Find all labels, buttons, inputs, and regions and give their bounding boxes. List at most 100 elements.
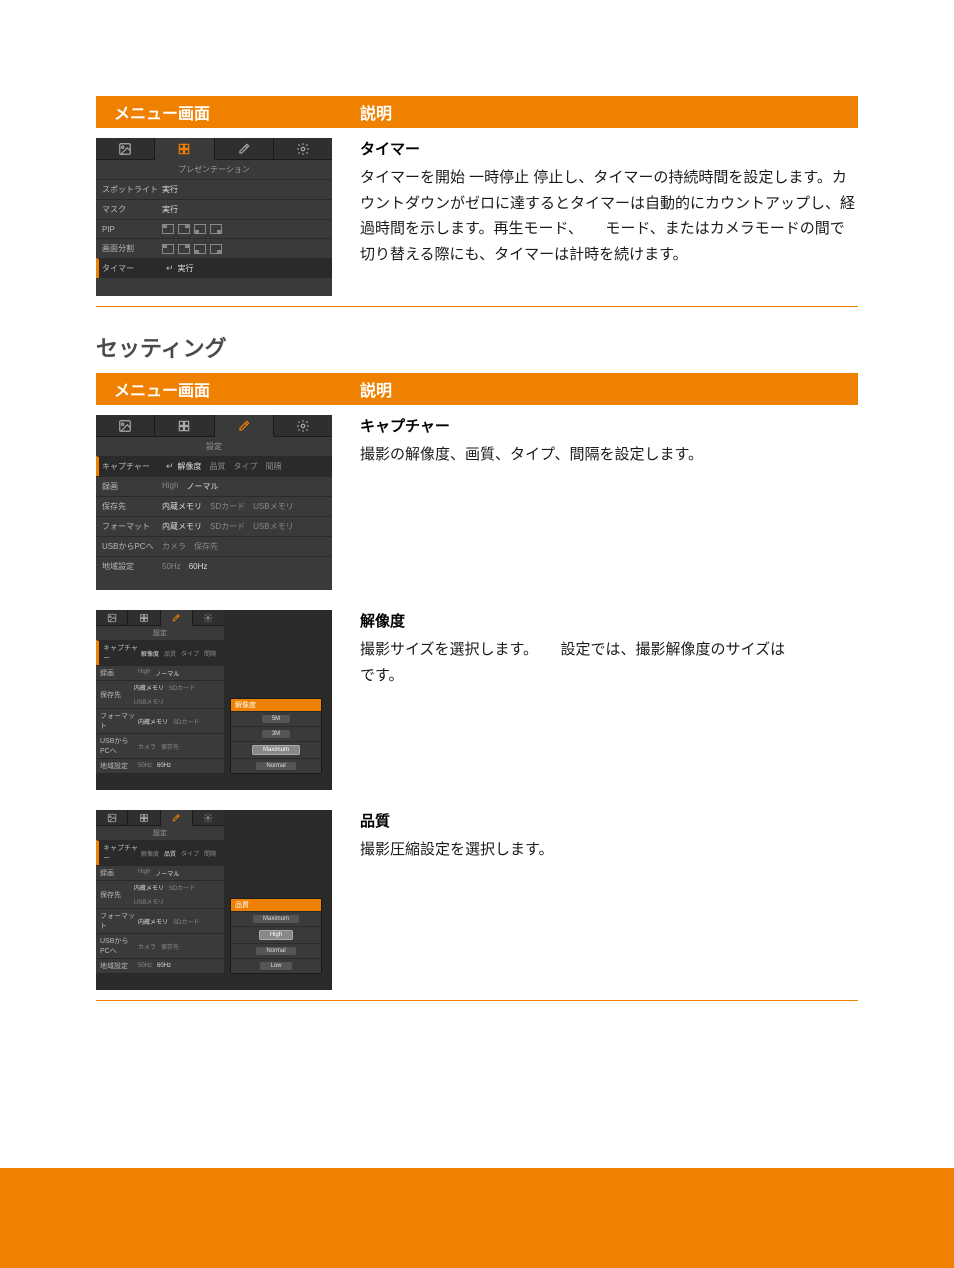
menu-row[interactable]: キャプチャー解像度品質タイプ間隔 — [96, 640, 224, 665]
opt: 品質 — [164, 849, 176, 858]
desc-title-capture: キャプチャー — [360, 415, 858, 436]
popup-item[interactable]: High — [231, 926, 321, 943]
opt: 内蔵メモリ — [162, 501, 202, 512]
tab-3[interactable] — [193, 610, 224, 626]
section-heading-settings: セッティング — [96, 331, 858, 363]
tab-2[interactable] — [215, 415, 274, 437]
popup-item[interactable]: Normal — [231, 943, 321, 958]
menu-row[interactable]: 画面分割 — [96, 238, 332, 258]
menu-row[interactable]: 保存先内蔵メモリSDカードUSBメモリ — [96, 680, 224, 708]
menu-row[interactable]: 地域設定50Hz60Hz — [96, 556, 332, 576]
tab-0[interactable] — [96, 415, 155, 437]
menu-row[interactable]: スポットライト実行 — [96, 179, 332, 199]
tab-0[interactable] — [96, 810, 128, 826]
tab-3[interactable] — [274, 415, 332, 437]
thumb-timer: プレゼンテーションスポットライト実行マスク実行PIP画面分割タイマー↵実行 — [96, 138, 332, 296]
menu-row[interactable]: USBからPCへカメラ保存先 — [96, 536, 332, 556]
menu-row-opts: 実行 — [178, 263, 194, 274]
menu-row-label: キャプチャー — [103, 843, 141, 863]
menu-row[interactable]: USBからPCへカメラ保存先 — [96, 733, 224, 758]
tab-header-label: プレゼンテーション — [96, 160, 332, 179]
row-timer: プレゼンテーションスポットライト実行マスク実行PIP画面分割タイマー↵実行 タイ… — [96, 128, 858, 307]
tab-3[interactable] — [274, 138, 332, 160]
pip-box — [162, 244, 174, 254]
thumb-capture: 設定キャプチャー↵解像度品質タイプ間隔録画Highノーマル保存先 内蔵メモリ SDカ… — [96, 415, 332, 590]
opt: カメラ — [162, 541, 186, 552]
menu-row[interactable]: キャプチャー解像度品質タイプ間隔 — [96, 840, 224, 865]
menu-row[interactable]: フォーマット内蔵メモリSDカード — [96, 708, 224, 733]
opt: 解像度 — [141, 649, 159, 658]
popup-item[interactable]: 3M — [231, 726, 321, 741]
tab-2[interactable] — [215, 138, 274, 160]
tab-header-label: 設定 — [96, 437, 332, 456]
opt: タイプ — [181, 849, 199, 858]
enter-icon: ↵ — [166, 461, 174, 472]
menu-row[interactable]: 保存先内蔵メモリSDカードUSBメモリ — [96, 880, 224, 908]
col-header-menu-2: メニュー画面 — [96, 377, 358, 401]
menu-row-opts: 内蔵メモリSDカードUSBメモリ — [134, 683, 220, 706]
menu-row-opts: Highノーマル — [162, 481, 218, 492]
opt: 60Hz — [157, 963, 171, 969]
menu-row[interactable]: フォーマット内蔵メモリSDカード — [96, 908, 224, 933]
menu-row[interactable]: 地域設定50Hz60Hz — [96, 758, 224, 773]
opt: USBメモリ — [253, 521, 293, 532]
tab-3[interactable] — [193, 810, 224, 826]
popup-header: 品質 — [231, 899, 321, 911]
menu-row[interactable]: 録画Highノーマル — [96, 476, 332, 496]
menu-row[interactable]: マスク実行 — [96, 199, 332, 219]
row-resolution: 設定キャプチャー解像度品質タイプ間隔録画Highノーマル保存先内蔵メモリSDカー… — [96, 600, 858, 800]
menu-row[interactable]: 地域設定50Hz60Hz — [96, 958, 224, 973]
opt: カメラ — [138, 742, 156, 751]
popup-item[interactable]: Normal — [231, 758, 321, 773]
desc-body-resolution: 撮影サイズを選択します。 設定では、撮影解像度のサイズは です。 — [360, 637, 858, 688]
opt: 間隔 — [266, 461, 282, 472]
tab-0[interactable] — [96, 138, 155, 160]
pip-box — [210, 224, 222, 234]
opt: 内蔵メモリ — [138, 917, 168, 926]
tab-1[interactable] — [128, 610, 160, 626]
menu-row-label: フォーマット — [102, 521, 162, 532]
tab-row — [96, 138, 332, 160]
menu-row[interactable]: キャプチャー↵解像度品質タイプ間隔 — [96, 456, 332, 476]
opt: SDカード — [210, 521, 245, 532]
pip-box — [210, 244, 222, 254]
tab-1[interactable] — [155, 415, 214, 437]
tab-header-label: 設定 — [96, 626, 224, 640]
menu-row-label: 保存先 — [100, 690, 134, 700]
tab-0[interactable] — [96, 610, 128, 626]
menu-row[interactable]: 保存先内蔵メモリSDカードUSBメモリ — [96, 496, 332, 516]
menu-row-label: 地域設定 — [100, 961, 138, 971]
popup-item[interactable]: Maximum — [231, 911, 321, 926]
opt: 内蔵メモリ — [162, 521, 202, 532]
tab-2[interactable] — [161, 610, 193, 626]
opt: 保存先 — [161, 942, 179, 951]
popup-item[interactable]: Maximum — [231, 741, 321, 758]
popup-item[interactable]: Low — [231, 958, 321, 973]
col-header-desc: 説明 — [358, 100, 392, 124]
opt: SDカード — [169, 683, 195, 692]
menu-row-label: フォーマット — [100, 911, 138, 931]
menu-row[interactable]: 録画Highノーマル — [96, 665, 224, 680]
popup-item[interactable]: 5M — [231, 711, 321, 726]
menu-row-opts: 50Hz60Hz — [138, 963, 171, 969]
tab-1[interactable] — [128, 810, 160, 826]
menu-row[interactable]: USBからPCへカメラ保存先 — [96, 933, 224, 958]
tab-1[interactable] — [155, 138, 214, 160]
opt: 保存先 — [194, 541, 218, 552]
opt: High — [162, 481, 178, 492]
opt: 内蔵メモリ — [138, 717, 168, 726]
col-header-menu: メニュー画面 — [96, 100, 358, 124]
opt: SDカード — [210, 501, 245, 512]
desc-body-capture: 撮影の解像度、画質、タイプ、間隔を設定します。 — [360, 442, 858, 468]
menu-row-label: 地域設定 — [100, 761, 138, 771]
main-panel: 設定キャプチャー解像度品質タイプ間隔録画Highノーマル保存先内蔵メモリSDカー… — [96, 610, 224, 773]
opt: High — [138, 669, 150, 678]
menu-row[interactable]: PIP — [96, 219, 332, 238]
menu-row-label: 録画 — [100, 668, 138, 678]
menu-row[interactable]: タイマー↵実行 — [96, 258, 332, 278]
opt: USBメモリ — [253, 501, 293, 512]
opt: 品質 — [210, 461, 226, 472]
menu-row[interactable]: 録画Highノーマル — [96, 865, 224, 880]
tab-2[interactable] — [161, 810, 193, 826]
menu-row[interactable]: フォーマット内蔵メモリ SDカード USBメモリ — [96, 516, 332, 536]
